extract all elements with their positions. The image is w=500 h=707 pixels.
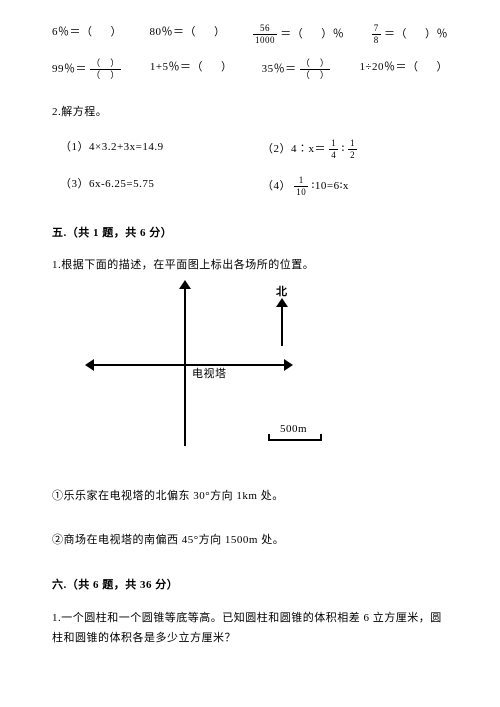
- horizontal-axis: [94, 364, 286, 366]
- text: 80％＝（: [150, 26, 197, 38]
- cell-7-8: 7 8 ＝（ ）％: [372, 24, 448, 45]
- text: ）: [436, 61, 448, 73]
- cell-80pct: 80％＝（ ）: [150, 24, 226, 45]
- fraction-blank: （ ） （ ）: [90, 59, 121, 80]
- text: ＝（: [384, 28, 407, 40]
- scale-tick: [320, 434, 322, 441]
- scale-label: 500m: [280, 421, 307, 438]
- section-5-q1: 1.根据下面的描述，在平面图上标出各场所的位置。: [52, 257, 448, 274]
- plane-diagram: 北 电视塔 500m: [90, 286, 370, 476]
- vertical-axis: [184, 286, 186, 446]
- north-line: [281, 304, 283, 346]
- denominator: 10: [294, 187, 308, 197]
- section-6-q1: 1.一个圆柱和一个圆锥等底等高。已知圆柱和圆锥的体积相差 6 立方厘米，圆柱和圆…: [52, 609, 448, 649]
- statement-2: ②商场在电视塔的南偏西 45°方向 1500m 处。: [52, 532, 448, 549]
- section-5-title: 五.（共 1 题，共 6 分）: [52, 225, 448, 242]
- denominator: 2: [348, 150, 357, 160]
- text: ）％: [425, 28, 448, 40]
- cell-35pct: 35％＝ （ ） （ ）: [262, 59, 331, 80]
- scale-line: [268, 439, 322, 441]
- text: 99％＝: [52, 63, 87, 75]
- fraction: 1 10: [294, 176, 308, 197]
- text: （4）: [262, 180, 291, 192]
- blank: [199, 26, 211, 38]
- eq-3: （3）6x-6.25=5.75: [52, 176, 246, 197]
- q2-heading: 2.解方程。: [52, 104, 448, 121]
- text: （2）4∶x＝: [262, 143, 326, 155]
- section-6-title: 六.（共 6 题，共 36 分）: [52, 577, 448, 594]
- arrow-up-icon: [179, 280, 191, 289]
- text: ∶: [342, 143, 349, 155]
- fraction: 56 1000: [253, 24, 277, 45]
- text: ＝（: [280, 28, 303, 40]
- eq-4: （4） 1 10 ∶10=6∶x: [254, 176, 448, 197]
- denominator: 4: [329, 150, 338, 160]
- center-label: 电视塔: [192, 366, 227, 383]
- denominator: 8: [372, 35, 381, 45]
- statement-1: ①乐乐家在电视塔的北偏东 30°方向 1km 处。: [52, 488, 448, 505]
- text: ）: [214, 26, 226, 38]
- fraction: 1 4: [329, 139, 338, 160]
- equation-grid: （1）4×3.2+3x=14.9 （2）4∶x＝ 1 4 ∶ 1 2 （3）6x…: [52, 139, 448, 197]
- text: ）: [111, 26, 123, 38]
- numerator: （ ）: [300, 59, 331, 70]
- text: ）％: [321, 28, 344, 40]
- fraction: 7 8: [372, 24, 381, 45]
- arrow-right-icon: [284, 359, 293, 371]
- blank: [206, 61, 218, 73]
- numerator: 1: [329, 139, 338, 150]
- text: 1+5％＝（: [150, 61, 203, 73]
- cell-6pct: 6％＝（ ）: [52, 24, 122, 45]
- numerator: 56: [253, 24, 277, 35]
- percent-row-2: 99％＝ （ ） （ ） 1+5％＝（ ） 35％＝ （ ） （ ） 1÷20％…: [52, 59, 448, 80]
- blank: [307, 28, 319, 40]
- cell-56-1000: 56 1000 ＝（ ）％: [253, 24, 344, 45]
- fraction: 1 2: [348, 139, 357, 160]
- eq-2: （2）4∶x＝ 1 4 ∶ 1 2: [254, 139, 448, 160]
- blank: [410, 28, 422, 40]
- text: 1÷20％＝（: [359, 61, 418, 73]
- text: ）: [221, 61, 233, 73]
- denominator: （ ）: [300, 70, 331, 80]
- cell-99pct: 99％＝ （ ） （ ）: [52, 59, 121, 80]
- numerator: 1: [348, 139, 357, 150]
- text: 35％＝: [262, 63, 297, 75]
- percent-row-1: 6％＝（ ） 80％＝（ ） 56 1000 ＝（ ）％ 7 8 ＝（ ）％: [52, 24, 448, 45]
- north-label: 北: [276, 284, 288, 301]
- fraction-blank: （ ） （ ）: [300, 59, 331, 80]
- cell-1div20pct: 1÷20％＝（ ）: [359, 59, 448, 80]
- denominator: 1000: [253, 35, 277, 45]
- eq-1: （1）4×3.2+3x=14.9: [52, 139, 246, 160]
- text: 6％＝（: [52, 26, 93, 38]
- cell-1plus5pct: 1+5％＝（ ）: [150, 59, 233, 80]
- blank: [96, 26, 108, 38]
- text: ∶10=6∶x: [312, 180, 349, 192]
- scale-tick: [268, 434, 270, 441]
- numerator: 7: [372, 24, 381, 35]
- numerator: （ ）: [90, 59, 121, 70]
- denominator: （ ）: [90, 70, 121, 80]
- numerator: 1: [294, 176, 308, 187]
- blank: [422, 61, 434, 73]
- arrow-left-icon: [85, 359, 94, 371]
